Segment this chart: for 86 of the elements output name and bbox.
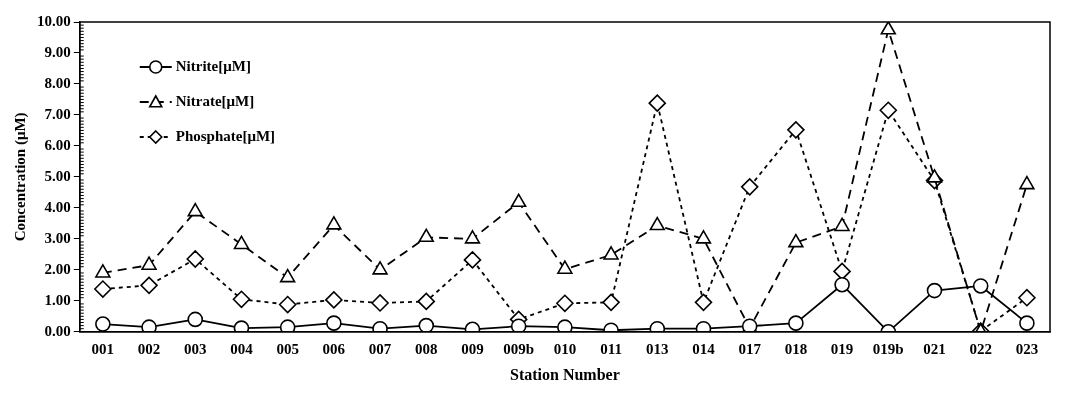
point [649,216,666,231]
point [141,256,157,270]
point [187,311,204,328]
point [326,216,342,230]
x-tick-label: 004 [230,340,254,357]
point [372,261,388,275]
point [557,260,573,275]
point [187,202,203,217]
x-tick-label: 023 [1015,340,1039,357]
legend-label: Nitrate[μM] [175,92,255,109]
point [278,295,297,314]
x-tick-label: 021 [923,340,946,357]
point [279,319,296,332]
legend-label: Phosphate[μM] [175,127,276,144]
point [879,101,898,120]
point [695,230,712,244]
x-tick-label: 018 [784,340,808,357]
point [232,290,251,309]
point [788,233,804,248]
point [141,319,157,332]
point [1019,315,1035,331]
x-tick-label: 022 [969,340,992,357]
x-tick-label: 017 [738,340,762,357]
x-tick-label: 009b [503,340,535,357]
y-tick-label: 4.00 [44,198,71,215]
x-tick-label: 001 [91,340,115,357]
point [602,293,620,312]
x-tick-label: 009 [461,340,484,357]
x-tick-label: 019 [830,340,854,357]
x-axis-title: Station Number [509,365,620,383]
point [418,317,435,332]
y-tick-label: 5.00 [44,167,71,184]
x-tick-label: 013 [646,340,669,357]
y-tick-label: 2.00 [44,260,71,277]
point [972,278,989,294]
y-tick-label: 0.00 [44,322,71,339]
x-tick-label: 019b [872,340,904,357]
y-tick-label: 8.00 [44,74,71,91]
point [880,22,897,35]
point [648,94,667,112]
point [325,291,343,309]
point [926,169,943,183]
point [279,268,296,283]
y-tick-label: 6.00 [44,136,71,153]
x-tick-label: 007 [368,340,392,357]
point [326,315,342,331]
legend-label: Nitrite[μM] [175,57,251,74]
x-tick-label: 008 [415,340,438,357]
point [603,246,619,260]
point [556,294,574,313]
point [788,315,804,331]
point [464,230,481,244]
y-tick-label: 10.00 [37,12,71,29]
point [510,318,527,332]
x-tick-label: 006 [322,340,346,357]
y-tick-label: 7.00 [44,105,71,122]
point [557,319,573,332]
point [834,276,850,293]
point [740,178,759,196]
point [233,235,250,250]
point [94,280,112,298]
point [510,193,527,208]
point [186,250,205,268]
point [140,276,158,295]
point [834,217,850,232]
y-tick-label: 9.00 [44,43,71,60]
point [1018,288,1036,307]
y-tick-label: 1.00 [44,291,71,308]
x-tick-label: 005 [276,340,299,357]
y-axis-title: Concentration (μM) [11,112,29,242]
point [463,251,482,269]
x-tick-label: 011 [600,340,622,357]
point [95,264,111,278]
point [417,292,436,311]
point [694,293,713,312]
point [371,294,389,312]
point [787,121,805,139]
point [926,282,943,299]
point [1019,175,1035,190]
point [95,316,111,332]
y-tick-label: 3.00 [44,229,71,246]
x-tick-label: 014 [692,340,716,357]
x-tick-label: 010 [553,340,577,357]
x-tick-label: 002 [137,340,161,357]
x-tick-label: 003 [184,340,207,357]
point [418,228,434,243]
